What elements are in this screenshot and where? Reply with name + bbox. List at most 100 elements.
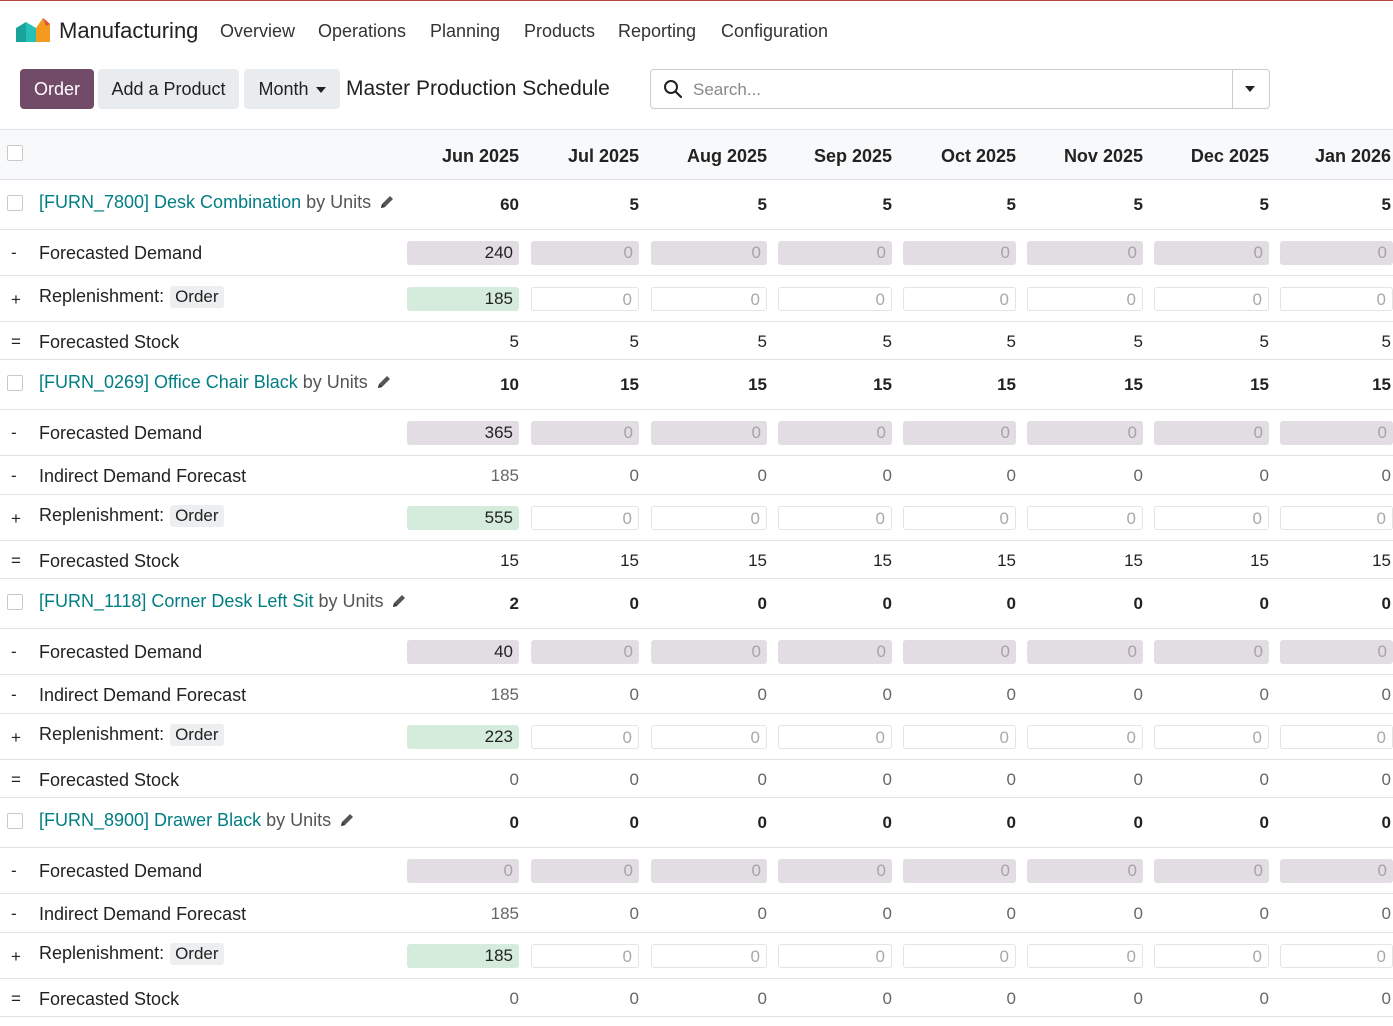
pencil-edit-icon[interactable] xyxy=(376,374,392,390)
nav-overview[interactable]: Overview xyxy=(220,21,296,41)
nav-configuration[interactable]: Configuration xyxy=(721,21,829,41)
forecast-demand-input[interactable]: 365 xyxy=(407,421,519,445)
replenishment-input[interactable]: 0 xyxy=(1154,725,1269,749)
replenishment-input[interactable]: 0 xyxy=(778,506,892,530)
order-badge-button[interactable]: Order xyxy=(170,724,224,746)
pencil-edit-icon[interactable] xyxy=(391,593,407,609)
forecast-demand-input[interactable]: 0 xyxy=(1154,421,1269,445)
replenishment-input[interactable]: 0 xyxy=(778,287,892,311)
indirect-demand-cell: 185 xyxy=(490,466,519,485)
forecast-demand-input[interactable]: 0 xyxy=(778,859,892,883)
forecast-demand-input[interactable]: 0 xyxy=(1027,241,1143,265)
forecast-demand-input[interactable]: 0 xyxy=(1280,421,1393,445)
replenishment-input[interactable]: 0 xyxy=(531,506,639,530)
forecast-demand-input[interactable]: 0 xyxy=(778,421,892,445)
forecast-demand-input[interactable]: 0 xyxy=(1027,421,1143,445)
forecast-demand-input[interactable]: 0 xyxy=(651,241,767,265)
order-button[interactable]: Order xyxy=(20,69,94,109)
select-all-checkbox[interactable] xyxy=(7,145,23,161)
forecast-demand-input[interactable]: 0 xyxy=(903,241,1016,265)
forecast-demand-input[interactable]: 0 xyxy=(1154,241,1269,265)
replenishment-input[interactable]: 0 xyxy=(1280,506,1393,530)
forecast-demand-input[interactable]: 0 xyxy=(903,859,1016,883)
forecast-demand-input[interactable]: 0 xyxy=(651,421,767,445)
replenishment-input[interactable]: 0 xyxy=(651,725,767,749)
forecast-demand-input[interactable]: 0 xyxy=(531,241,639,265)
order-badge-button[interactable]: Order xyxy=(170,286,224,308)
forecast-demand-input[interactable]: 0 xyxy=(1280,859,1393,883)
forecast-demand-input[interactable]: 240 xyxy=(407,241,519,265)
app-name[interactable]: Manufacturing xyxy=(59,18,199,43)
nav-planning[interactable]: Planning xyxy=(430,21,501,41)
indirect-demand-cell: 0 xyxy=(1006,685,1016,704)
forecast-demand-input[interactable]: 0 xyxy=(1027,640,1143,664)
forecast-demand-input[interactable]: 0 xyxy=(1027,859,1143,883)
forecast-demand-input[interactable]: 0 xyxy=(1280,640,1393,664)
replenishment-input[interactable]: 0 xyxy=(1027,725,1143,749)
add-product-button[interactable]: Add a Product xyxy=(98,69,239,109)
replenishment-input[interactable]: 0 xyxy=(1027,506,1143,530)
forecast-demand-input[interactable]: 40 xyxy=(407,640,519,664)
forecast-demand-input[interactable]: 0 xyxy=(531,859,639,883)
forecast-demand-input[interactable]: 0 xyxy=(778,640,892,664)
forecasted-demand-row: - Forecasted Demand 365 0 0 0 0 0 0 0 xyxy=(0,410,1393,456)
order-badge-button[interactable]: Order xyxy=(170,505,224,527)
product-link[interactable]: [FURN_8900] Drawer Black xyxy=(39,810,262,830)
search-options-toggle[interactable] xyxy=(1232,70,1269,108)
product-checkbox[interactable] xyxy=(7,594,23,610)
forecast-demand-input[interactable]: 0 xyxy=(651,859,767,883)
forecast-demand-input[interactable]: 0 xyxy=(1280,241,1393,265)
forecast-demand-input[interactable]: 0 xyxy=(407,859,519,883)
replenishment-input[interactable]: 0 xyxy=(1027,287,1143,311)
forecast-demand-input[interactable]: 0 xyxy=(903,640,1016,664)
nav-reporting[interactable]: Reporting xyxy=(618,21,697,41)
row-label: Forecasted Demand xyxy=(39,861,203,881)
replenishment-input[interactable]: 0 xyxy=(1280,725,1393,749)
replenishment-input[interactable]: 0 xyxy=(778,944,892,968)
replenishment-input[interactable]: 185 xyxy=(407,287,519,311)
search-input[interactable] xyxy=(691,76,1235,104)
replenishment-input[interactable]: 185 xyxy=(407,944,519,968)
pencil-edit-icon[interactable] xyxy=(339,812,355,828)
replenishment-input[interactable]: 0 xyxy=(1154,944,1269,968)
product-checkbox[interactable] xyxy=(7,195,23,211)
product-checkbox[interactable] xyxy=(7,813,23,829)
nav-products[interactable]: Products xyxy=(524,21,596,41)
replenishment-input[interactable]: 0 xyxy=(903,287,1016,311)
indirect-demand-cell: 0 xyxy=(757,466,767,485)
replenishment-input[interactable]: 555 xyxy=(407,506,519,530)
product-link[interactable]: [FURN_1118] Corner Desk Left Sit xyxy=(39,591,314,611)
forecast-demand-input[interactable]: 0 xyxy=(1154,859,1269,883)
replenishment-input[interactable]: 0 xyxy=(531,287,639,311)
replenishment-input[interactable]: 0 xyxy=(903,506,1016,530)
product-link[interactable]: [FURN_0269] Office Chair Black xyxy=(39,372,298,392)
forecast-demand-input[interactable]: 0 xyxy=(1154,640,1269,664)
replenishment-input[interactable]: 0 xyxy=(651,944,767,968)
product-link[interactable]: [FURN_7800] Desk Combination xyxy=(39,192,302,212)
manufacturing-app-icon[interactable] xyxy=(16,18,50,44)
replenishment-input[interactable]: 0 xyxy=(1154,287,1269,311)
replenishment-input[interactable]: 0 xyxy=(531,725,639,749)
replenishment-input[interactable]: 0 xyxy=(1280,287,1393,311)
forecast-demand-input[interactable]: 0 xyxy=(903,421,1016,445)
order-badge-button[interactable]: Order xyxy=(170,943,224,965)
replenishment-input[interactable]: 0 xyxy=(778,725,892,749)
replenishment-input[interactable]: 0 xyxy=(531,944,639,968)
forecast-demand-input[interactable]: 0 xyxy=(531,421,639,445)
replenishment-input[interactable]: 0 xyxy=(1154,506,1269,530)
nav-operations[interactable]: Operations xyxy=(318,21,407,41)
pencil-edit-icon[interactable] xyxy=(379,194,395,210)
replenishment-input[interactable]: 0 xyxy=(651,506,767,530)
replenishment-input[interactable]: 0 xyxy=(1280,944,1393,968)
month-period-dropdown[interactable]: Month xyxy=(244,69,340,109)
forecast-demand-input[interactable]: 0 xyxy=(651,640,767,664)
replenishment-input[interactable]: 0 xyxy=(1027,944,1143,968)
forecast-demand-input[interactable]: 0 xyxy=(531,640,639,664)
replenishment-input[interactable]: 0 xyxy=(651,287,767,311)
forecast-demand-input[interactable]: 0 xyxy=(778,241,892,265)
replenishment-input[interactable]: 0 xyxy=(903,725,1016,749)
starting-inventory-cell: 60 xyxy=(500,195,519,214)
product-checkbox[interactable] xyxy=(7,375,23,391)
replenishment-input[interactable]: 0 xyxy=(903,944,1016,968)
replenishment-input[interactable]: 223 xyxy=(407,725,519,749)
